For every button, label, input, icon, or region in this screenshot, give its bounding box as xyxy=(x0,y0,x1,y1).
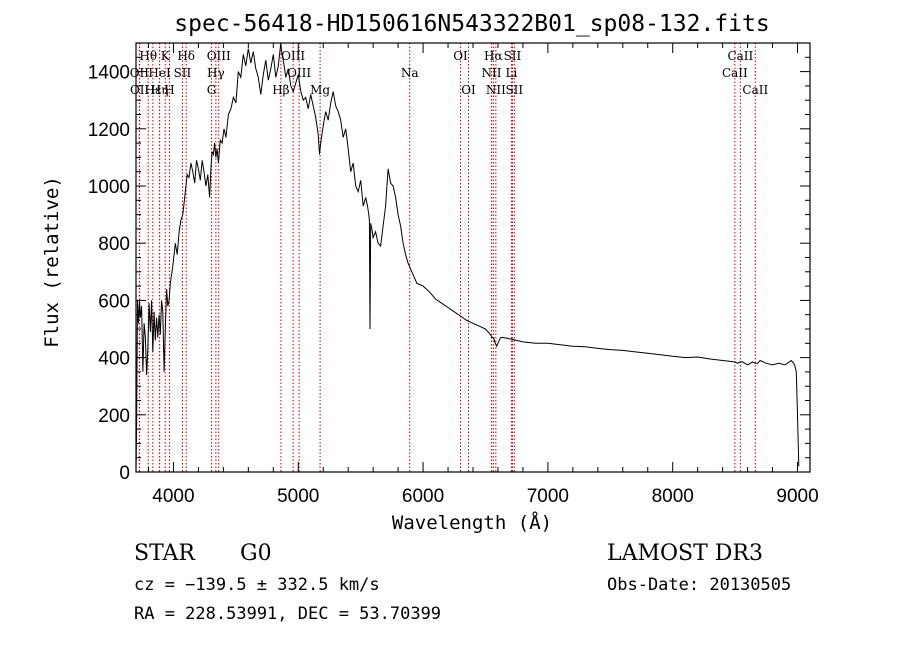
line-label-na: Na xyxy=(401,66,419,80)
line-label-hθ: Hθ xyxy=(139,49,157,63)
x-axis: 4000 5000 6000 7000 8000 9000 xyxy=(147,43,819,507)
line-label-oii: OII xyxy=(130,83,150,97)
line-label-nii: NII xyxy=(481,66,501,80)
line-label-hβ: Hβ xyxy=(272,83,289,97)
line-label-hei: HeI xyxy=(148,66,171,80)
y-tick-label: 1400 xyxy=(88,63,130,84)
line-label-caii: CaII xyxy=(742,83,768,97)
x-tick-label: 9000 xyxy=(776,486,818,507)
line-label-mg: Mg xyxy=(310,83,330,97)
line-label-caii: CaII xyxy=(722,66,748,80)
x-tick-label: 8000 xyxy=(652,486,694,507)
object-subclass: G0 xyxy=(240,541,272,566)
y-tick-label: 400 xyxy=(98,349,130,370)
line-label-li: Li xyxy=(506,66,518,80)
x-axis-label: Wavelength (Å) xyxy=(392,511,552,534)
x-tick-label: 7000 xyxy=(527,486,569,507)
line-label-sii: SII xyxy=(174,66,192,80)
spectral-line-markers xyxy=(138,43,756,472)
line-label-h: H xyxy=(164,83,174,97)
line-label-hα: Hα xyxy=(484,49,503,63)
chart-title: spec-56418-HD150616N543322B01_sp08-132.f… xyxy=(174,11,769,37)
object-class: STAR xyxy=(134,541,196,566)
line-label-nii: NII xyxy=(486,83,506,97)
y-tick-label: 0 xyxy=(119,463,130,484)
line-label-sii: SII xyxy=(504,49,522,63)
y-tick-label: 600 xyxy=(98,291,130,312)
redshift-text: cz = −139.5 ± 332.5 km/s xyxy=(134,575,380,595)
y-tick-label: 1200 xyxy=(88,120,130,141)
line-label-hγ: Hγ xyxy=(207,66,225,80)
line-label-oi: OI xyxy=(453,49,468,63)
line-label-k: K xyxy=(161,49,171,63)
y-tick-label: 800 xyxy=(98,234,130,255)
x-tick-label: 4000 xyxy=(152,486,194,507)
line-label-oiii: OIII xyxy=(207,49,231,63)
line-label-oi: OI xyxy=(461,83,476,97)
line-label-caii: CaII xyxy=(727,49,753,63)
y-tick-label: 200 xyxy=(98,406,130,427)
survey-name: LAMOST DR3 xyxy=(607,541,763,566)
coordinates-text: RA = 228.53991, DEC = 53.70399 xyxy=(134,604,441,624)
line-label-oiii: OIII xyxy=(281,49,305,63)
line-label-hη: Hη xyxy=(151,83,169,97)
line-label-oiii: OIII xyxy=(287,66,311,80)
line-label-oii: OII xyxy=(130,66,150,80)
line-label-hε: Hε xyxy=(145,83,162,97)
y-axis: 0 200 400 600 800 1000 1200 1400 xyxy=(88,56,810,484)
line-label-hδ: Hδ xyxy=(177,49,195,63)
y-tick-label: 1000 xyxy=(88,177,130,198)
x-tick-label: 6000 xyxy=(402,486,444,507)
y-axis-label: Flux (relative) xyxy=(41,176,63,348)
line-label-g: G xyxy=(207,83,217,97)
observation-date: Obs-Date: 20130505 xyxy=(607,575,791,595)
plot-frame xyxy=(135,42,811,473)
x-tick-label: 5000 xyxy=(277,486,319,507)
spectrum-line xyxy=(135,42,800,473)
line-label-sii: SII xyxy=(505,83,523,97)
